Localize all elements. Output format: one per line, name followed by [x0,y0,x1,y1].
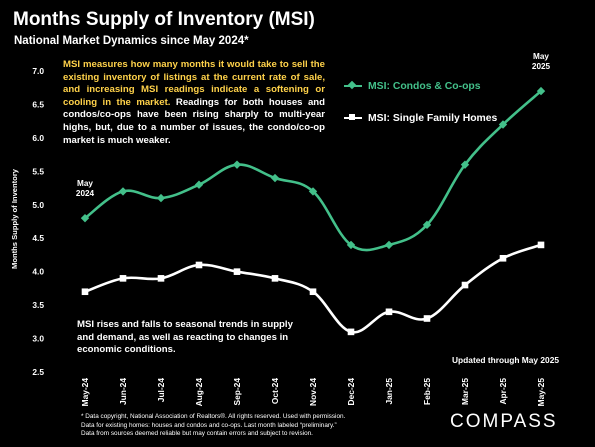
data-point-single-family [423,315,431,322]
x-tick-label: Apr-25 [498,378,508,405]
compass-logo: COMPASS [450,411,558,432]
x-tick-label: Sep-24 [232,378,242,406]
data-point-single-family [195,261,203,269]
seasonal-note: MSI rises and falls to seasonal trends i… [77,319,293,356]
footnote-line: * Data copyright, National Association o… [81,413,346,420]
data-point-single-family [271,275,279,282]
data-point-condos [536,86,546,96]
data-point-condos [118,187,128,196]
y-tick-label: 2.5 [32,367,44,377]
annotation-label: 2024 [76,189,95,198]
x-tick-label: Dec-24 [346,378,356,406]
description-body: Readings for both houses and condos/co-o… [63,96,325,146]
y-tick-label: 3.5 [32,300,44,310]
data-point-condos [194,180,204,189]
data-point-single-family [309,288,317,296]
x-tick-label: May-25 [536,378,546,407]
data-point-condos [460,160,470,169]
x-tick-label: Aug-24 [194,378,204,407]
footnote: * Data copyright, National Association o… [81,413,345,439]
legend-label-condos: MSI: Condos & Co-ops [368,81,481,92]
data-point-condos [384,240,394,250]
data-point-condos [346,240,356,250]
data-point-single-family [461,281,469,289]
y-tick-label: 4.5 [32,233,44,243]
y-axis-label: Months Supply of Inventory [10,168,19,269]
data-point-single-family [537,241,545,249]
data-point-single-family [347,328,355,336]
data-point-condos [308,187,318,196]
data-point-condos [270,173,280,183]
updated-label: Updated through May 2025 [452,355,560,365]
data-point-single-family [233,268,241,275]
y-tick-label: 6.5 [32,99,44,109]
legend-swatch-single-family [344,114,362,121]
footnote-line: Data from sources deemed reliable but ma… [81,430,313,438]
x-tick-label: Jan-25 [384,378,394,405]
y-tick-label: 4.0 [32,267,44,277]
chart-subtitle: National Market Dynamics since May 2024* [14,35,249,47]
data-point-condos [80,213,90,223]
y-tick-label: 5.0 [32,200,44,210]
y-tick-label: 6.0 [32,133,44,143]
legend-item-condos: MSI: Condos & Co-ops [344,81,481,92]
annotation-label: May [533,52,549,61]
x-tick-label: Feb-25 [422,378,432,405]
data-point-condos [422,220,432,230]
chart-title: Months Supply of Inventory (MSI) [13,9,315,30]
footnote-line: Data for existing homes: houses and cond… [81,421,337,429]
y-tick-label: 5.5 [32,166,44,176]
legend-label-single-family: MSI: Single Family Homes [368,113,498,124]
annotation-label: 2025 [532,62,551,71]
data-point-single-family [119,275,127,282]
data-point-condos [232,160,242,169]
data-point-single-family [385,308,393,316]
description-highlight: MSI measures how many months it would ta… [63,59,325,108]
x-tick-label: Mar-25 [460,378,470,405]
y-tick-label: 3.0 [32,334,44,344]
data-point-condos [498,120,508,129]
legend-item-single-family: MSI: Single Family Homes [344,113,497,124]
y-tick-label: 7.0 [32,66,44,76]
data-point-condos [156,193,166,203]
x-tick-label: Nov-24 [308,378,318,406]
x-tick-label: Jun-24 [118,378,128,405]
data-point-single-family [499,254,507,262]
annotation-label: May [77,179,93,188]
legend-swatch-condos [344,81,362,90]
data-point-single-family [81,288,89,296]
description-text: MSI measures how many months it would ta… [63,59,325,147]
x-tick-label: May-24 [80,378,90,407]
data-point-single-family [157,275,165,282]
x-tick-label: Oct-24 [270,378,280,404]
x-tick-label: Jul-24 [156,378,166,403]
